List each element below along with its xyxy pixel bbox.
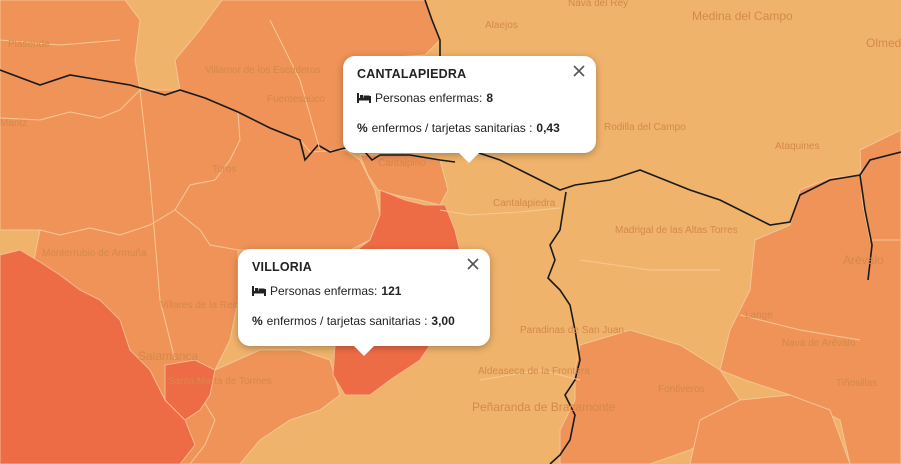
place-label: Villares de la Reina bbox=[160, 300, 246, 311]
percent-icon: % bbox=[357, 121, 368, 135]
ratio-value: 3,00 bbox=[431, 314, 455, 328]
ratio-label: enfermos / tarjetas sanitarias : bbox=[266, 314, 428, 328]
region-southeast[interactable] bbox=[689, 394, 851, 464]
region-salamanca-west[interactable] bbox=[0, 249, 196, 464]
province-boundary-east bbox=[859, 174, 873, 281]
place-label: Toros bbox=[212, 164, 236, 175]
province-boundary-north bbox=[0, 0, 441, 162]
place-label: Cantalpino bbox=[378, 158, 426, 169]
bed-icon bbox=[252, 286, 266, 296]
close-icon[interactable] bbox=[466, 257, 480, 271]
info-popup-cantalapiedra: CANTALAPIEDRA Personas enfermas: 8 % enf… bbox=[343, 56, 596, 163]
place-label: Paradinas de San Juan bbox=[520, 325, 624, 336]
place-label: Peñaranda de Bracamonte bbox=[472, 400, 616, 414]
info-popup-villoria: VILLORIA Personas enfermas: 121 % enferm… bbox=[238, 249, 490, 356]
place-label: Fontiveros bbox=[658, 384, 705, 395]
region-arevalo[interactable] bbox=[719, 174, 901, 464]
sick-count-row: Personas enfermas: 8 bbox=[357, 91, 582, 105]
sick-label: Personas enfermas: bbox=[375, 91, 483, 105]
place-label: Nava del Rey bbox=[568, 0, 628, 9]
place-label: Tiñosillas bbox=[836, 378, 877, 389]
place-label: Monterrubio de Armuña bbox=[42, 248, 147, 259]
ratio-row: % enfermos / tarjetas sanitarias : 3,00 bbox=[252, 314, 476, 328]
sick-label: Personas enfermas: bbox=[270, 284, 378, 298]
bed-icon bbox=[357, 93, 371, 103]
place-label: Medina del Campo bbox=[692, 9, 793, 23]
place-label: Salamanca bbox=[138, 349, 198, 363]
place-label: Fuentesaúco bbox=[267, 94, 325, 105]
place-label: Ataquines bbox=[775, 141, 819, 152]
ratio-label: enfermos / tarjetas sanitarias : bbox=[371, 121, 533, 135]
place-label: Mantz bbox=[0, 118, 27, 129]
popup-title: CANTALAPIEDRA bbox=[357, 67, 467, 81]
place-label: Aldeaseca de la Frontera bbox=[478, 366, 590, 377]
place-label: Alaejos bbox=[485, 20, 518, 31]
sick-value: 121 bbox=[381, 284, 402, 298]
place-label: Plasende bbox=[8, 39, 50, 50]
province-boundary-south bbox=[547, 191, 581, 464]
road-lines bbox=[0, 19, 861, 381]
place-label: Arévalo bbox=[843, 253, 884, 267]
sick-value: 8 bbox=[486, 91, 494, 105]
place-label: Cantalapiedra bbox=[493, 198, 556, 209]
place-label: Santa Marta de Tormes bbox=[168, 376, 272, 387]
ratio-row: % enfermos / tarjetas sanitarias : 0,43 bbox=[357, 121, 582, 135]
region-santa-marta[interactable] bbox=[164, 359, 216, 421]
place-label: Olmedo bbox=[866, 36, 901, 50]
sick-count-row: Personas enfermas: 121 bbox=[252, 284, 476, 298]
popup-title: VILLORIA bbox=[252, 260, 312, 274]
place-label: Madrigal de las Altas Torres bbox=[615, 225, 738, 236]
close-icon[interactable] bbox=[572, 64, 586, 78]
place-label-medina: Medina del Campo bbox=[692, 9, 793, 23]
place-label: Rodilla del Campo bbox=[604, 122, 686, 133]
region-fontiveros[interactable] bbox=[559, 329, 741, 464]
percent-icon: % bbox=[252, 314, 263, 328]
region-west-top[interactable] bbox=[0, 0, 141, 121]
place-label: Nava de Arévalo bbox=[782, 338, 856, 349]
region-south-center[interactable] bbox=[189, 349, 341, 464]
place-label: Villamor de los Escuderos bbox=[205, 65, 320, 76]
place-label: Lange bbox=[745, 310, 773, 321]
ratio-value: 0,43 bbox=[536, 121, 560, 135]
